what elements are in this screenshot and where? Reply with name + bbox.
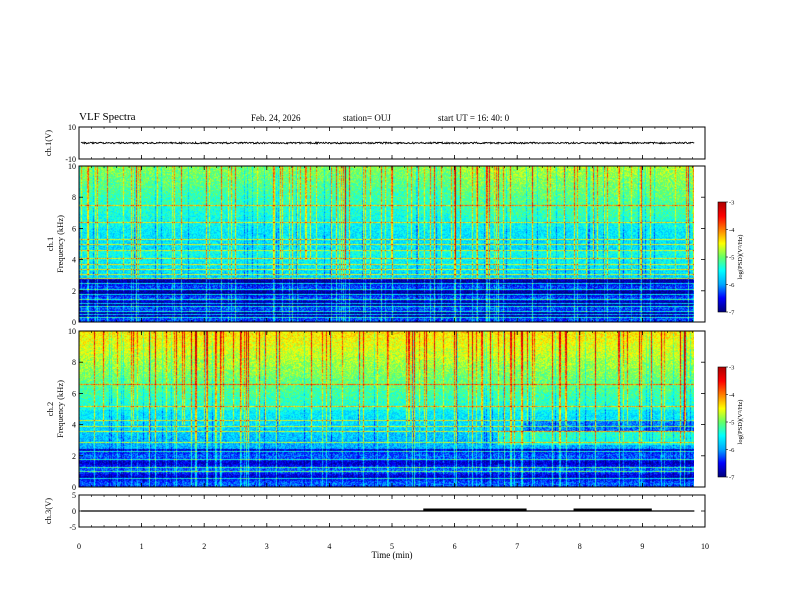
ch3w-ylabel: ch.3(V)	[43, 498, 53, 524]
start-time-label: start UT = 16: 40: 0	[438, 113, 510, 123]
y-tick-label: 4	[72, 256, 76, 265]
ch3-high-segment	[573, 508, 652, 511]
x-tick-label: 4	[327, 542, 331, 551]
station-label: station= OUJ	[343, 113, 391, 123]
ylabel-line: ch.2	[45, 402, 55, 416]
ch3-high-segment	[423, 508, 527, 511]
ch1-spectrogram-heatmap	[79, 166, 694, 322]
colorbar-tick-label: -3	[729, 200, 734, 207]
x-tick-label: 3	[265, 542, 269, 551]
x-tick-label: 7	[515, 542, 519, 551]
y-tick-label: 8	[72, 193, 76, 202]
ch1-waveform-line	[80, 141, 695, 145]
x-tick-label: 8	[578, 542, 582, 551]
ch1s-ylabel: ch.1Frequency (kHz)	[45, 215, 65, 273]
ch2-colorbar	[718, 367, 726, 477]
y-tick-label: 2	[72, 287, 76, 296]
x-tick-label: 10	[701, 542, 709, 551]
y-tick-label: 6	[72, 224, 76, 233]
y-tick-label: 5	[72, 491, 76, 500]
ch2s-ylabel: ch.2Frequency (kHz)	[45, 380, 65, 438]
colorbar-tick-label: -7	[729, 475, 735, 482]
ylabel-line: ch.1	[45, 237, 55, 251]
ylabel-line: Frequency (kHz)	[55, 215, 65, 273]
x-tick-label: 1	[140, 542, 144, 551]
y-tick-label: -10	[65, 155, 76, 164]
y-tick-label: 10	[68, 162, 76, 171]
colorbar-tick-label: -4	[729, 227, 735, 234]
ch1-colorbar-label: log(PSD)(V²/Hz)	[737, 235, 744, 280]
y-tick-label: 10	[68, 123, 76, 132]
colorbar-tick-label: -6	[729, 282, 735, 289]
y-tick-label: 4	[72, 421, 76, 430]
y-tick-label: 2	[72, 452, 76, 461]
chart-title: VLF Spectra	[79, 111, 136, 123]
colorbar-tick-label: -7	[729, 310, 735, 317]
colorbar-tick-label: -3	[729, 365, 734, 372]
colorbar-tick-label: -6	[729, 447, 735, 454]
y-tick-label: 10	[68, 327, 76, 336]
y-tick-label: 0	[72, 483, 76, 492]
y-tick-label: 6	[72, 389, 76, 398]
y-tick-label: 8	[72, 358, 76, 367]
y-tick-label: 0	[72, 507, 76, 516]
colorbar-tick-label: -5	[729, 420, 734, 427]
y-tick-label: -5	[69, 523, 76, 532]
ch2-colorbar-label: log(PSD)(V²/Hz)	[737, 400, 744, 445]
date-label: Feb. 24, 2026	[251, 113, 301, 123]
x-tick-label: 6	[453, 542, 457, 551]
colorbar-tick-label: -5	[729, 255, 734, 262]
ch2-spectrogram-heatmap	[79, 331, 694, 487]
x-tick-label: 2	[202, 542, 206, 551]
x-tick-label: 0	[77, 542, 81, 551]
ch1w-ylabel: ch.1(V)	[43, 130, 53, 156]
x-tick-label: 9	[640, 542, 644, 551]
y-tick-label: 0	[72, 318, 76, 327]
colorbar-tick-label: -4	[729, 392, 735, 399]
x-tick-label: 5	[390, 542, 394, 551]
ch1-colorbar	[718, 202, 726, 312]
ylabel-line: Frequency (kHz)	[55, 380, 65, 438]
x-axis-label: Time (min)	[372, 550, 413, 560]
